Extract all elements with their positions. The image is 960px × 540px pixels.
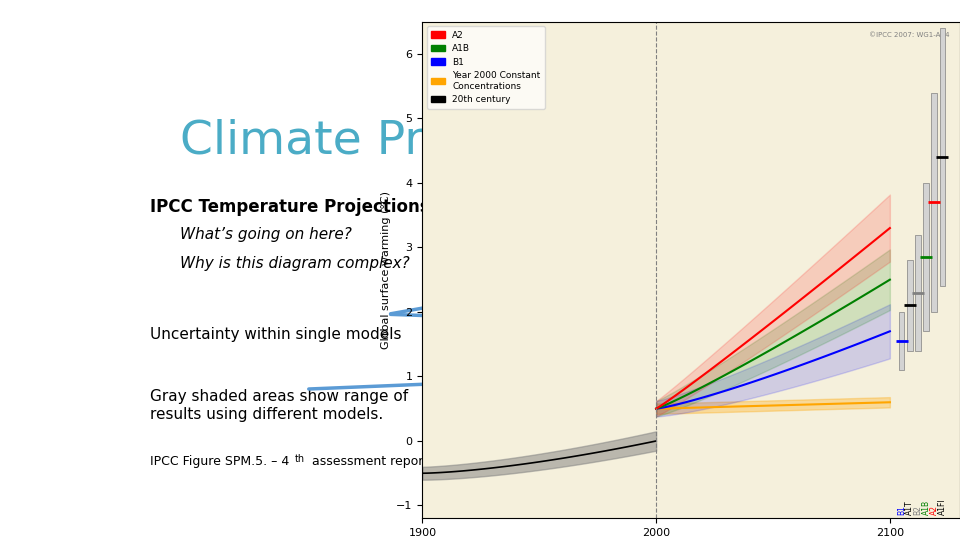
Text: A2: A2	[930, 505, 939, 515]
Text: Gray shaded areas show range of
results using different models.: Gray shaded areas show range of results …	[150, 389, 408, 422]
Text: What’s going on here?: What’s going on here?	[180, 227, 351, 242]
Text: Climate Projections: Climate Projections	[180, 119, 635, 164]
Bar	[899, 312, 904, 370]
Bar	[924, 183, 929, 332]
Text: A1FI: A1FI	[938, 498, 947, 515]
Text: A1T: A1T	[905, 501, 914, 515]
Y-axis label: Global surface warming (°C): Global surface warming (°C)	[381, 191, 391, 349]
Text: assessment report (2007): assessment report (2007)	[308, 455, 474, 468]
Legend: A2, A1B, B1, Year 2000 Constant
Concentrations, 20th century: A2, A1B, B1, Year 2000 Constant Concentr…	[427, 26, 545, 109]
Text: th: th	[295, 454, 305, 464]
Text: ©IPCC 2007: WG1-AR4: ©IPCC 2007: WG1-AR4	[869, 31, 949, 38]
Text: Different projections for future
greenhouse gas levels: Different projections for future greenho…	[626, 140, 830, 167]
Text: IPCC Figure SPM.5. – 4: IPCC Figure SPM.5. – 4	[150, 455, 289, 468]
Text: B1: B1	[897, 505, 906, 515]
Text: Why is this diagram complex?: Why is this diagram complex?	[180, 256, 409, 271]
Text: B2: B2	[913, 505, 923, 515]
Text: IPCC Temperature Projections: IPCC Temperature Projections	[150, 198, 429, 216]
Bar	[907, 260, 913, 350]
Bar	[940, 28, 946, 286]
Text: Uncertainty within single models: Uncertainty within single models	[150, 327, 401, 342]
Bar	[931, 92, 937, 312]
Bar	[915, 234, 921, 350]
Text: A1B: A1B	[922, 500, 930, 515]
